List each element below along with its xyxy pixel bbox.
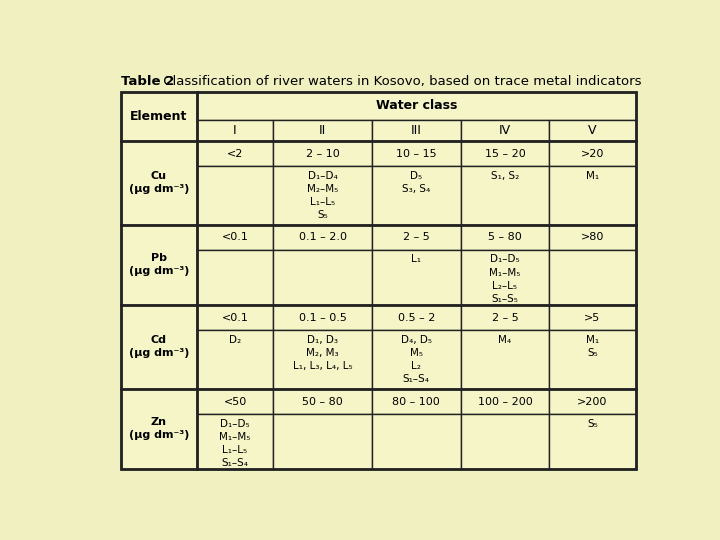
Text: L₁: L₁ [411,254,421,265]
Text: Water class: Water class [376,99,457,112]
Text: 100 – 200: 100 – 200 [477,396,532,407]
Bar [273,120,372,141]
Bar [197,120,273,141]
Text: 5 – 80: 5 – 80 [488,233,522,242]
Bar [461,330,549,389]
Bar [273,414,372,469]
Text: Classification of river waters in Kosovo, based on trace metal indicators: Classification of river waters in Kosovo… [158,75,641,88]
Bar [372,330,461,389]
Text: D₁–D₅
M₁–M₅
L₁–L₅
S₁–S₄: D₁–D₅ M₁–M₅ L₁–L₅ S₁–S₄ [220,418,251,468]
Text: V: V [588,124,597,137]
Bar [273,225,372,250]
Text: D₂: D₂ [229,335,241,345]
Bar [197,330,273,389]
Text: >200: >200 [577,396,608,407]
Bar [273,166,372,225]
Bar [372,389,461,414]
Bar [197,389,273,414]
Bar [549,250,636,305]
Bar [461,250,549,305]
Bar [372,141,461,166]
Bar [273,141,372,166]
Text: 0.1 – 0.5: 0.1 – 0.5 [299,313,346,323]
Bar [549,120,636,141]
Text: M₁: M₁ [586,171,599,180]
Text: I: I [233,124,237,137]
Text: 0.1 – 2.0: 0.1 – 2.0 [299,233,346,242]
Bar [372,225,461,250]
Text: <2: <2 [227,148,243,159]
Bar [549,166,636,225]
Text: S₁, S₂: S₁, S₂ [491,171,519,180]
Text: III: III [411,124,422,137]
Bar [549,414,636,469]
Bar [197,225,273,250]
Bar [549,389,636,414]
Text: 15 – 20: 15 – 20 [485,148,526,159]
Text: >20: >20 [581,148,604,159]
Bar [197,414,273,469]
Bar [197,92,636,120]
Bar [461,166,549,225]
Text: 0.5 – 2: 0.5 – 2 [397,313,435,323]
Text: 10 – 15: 10 – 15 [396,148,436,159]
Text: S₅: S₅ [587,418,598,429]
Bar [197,141,273,166]
Bar [197,305,273,330]
Text: Element: Element [130,110,187,123]
Bar [549,330,636,389]
Text: D₁–D₄
M₂–M₅
L₁–L₅
S₅: D₁–D₄ M₂–M₅ L₁–L₅ S₅ [307,171,338,220]
Text: Table 2: Table 2 [121,75,174,88]
Bar [372,305,461,330]
Bar [121,225,197,305]
Bar [273,305,372,330]
Text: Cd
(μg dm⁻³): Cd (μg dm⁻³) [129,335,189,359]
Bar [273,330,372,389]
Bar [197,250,273,305]
Text: M₄: M₄ [498,335,511,345]
Text: Cu
(μg dm⁻³): Cu (μg dm⁻³) [129,171,189,194]
Bar [372,414,461,469]
Text: D₄, D₅
M₅
L₂
S₁–S₄: D₄, D₅ M₅ L₂ S₁–S₄ [401,335,432,384]
Text: <0.1: <0.1 [222,233,248,242]
Text: >80: >80 [581,233,604,242]
Bar [197,166,273,225]
Text: <0.1: <0.1 [222,313,248,323]
Text: 2 – 5: 2 – 5 [403,233,430,242]
Bar [549,141,636,166]
Text: 2 – 5: 2 – 5 [492,313,518,323]
Text: D₁, D₃
M₂, M₃
L₁, L₃, L₄, L₅: D₁, D₃ M₂, M₃ L₁, L₃, L₄, L₅ [293,335,352,371]
Text: Zn
(μg dm⁻³): Zn (μg dm⁻³) [129,417,189,441]
Text: IV: IV [499,124,511,137]
Text: <50: <50 [223,396,247,407]
Text: II: II [319,124,326,137]
Bar [121,305,197,389]
Bar [461,414,549,469]
Bar [121,141,197,225]
Text: 50 – 80: 50 – 80 [302,396,343,407]
Bar [372,120,461,141]
Bar [461,225,549,250]
Bar [121,389,197,469]
Bar [549,305,636,330]
Text: 2 – 10: 2 – 10 [306,148,339,159]
Text: D₁–D₅
M₁–M₅
L₂–L₅
S₁–S₅: D₁–D₅ M₁–M₅ L₂–L₅ S₁–S₅ [489,254,521,304]
Text: M₁
S₅: M₁ S₅ [586,335,599,358]
Text: >5: >5 [585,313,600,323]
Text: D₅
S₃, S₄: D₅ S₃, S₄ [402,171,431,194]
Bar [461,120,549,141]
Bar [461,389,549,414]
Text: Pb
(μg dm⁻³): Pb (μg dm⁻³) [129,253,189,276]
Bar [372,166,461,225]
Bar [273,389,372,414]
Bar [549,225,636,250]
Bar [372,250,461,305]
Bar [273,250,372,305]
Bar [461,141,549,166]
Text: 80 – 100: 80 – 100 [392,396,440,407]
Bar [121,92,197,141]
Bar [461,305,549,330]
